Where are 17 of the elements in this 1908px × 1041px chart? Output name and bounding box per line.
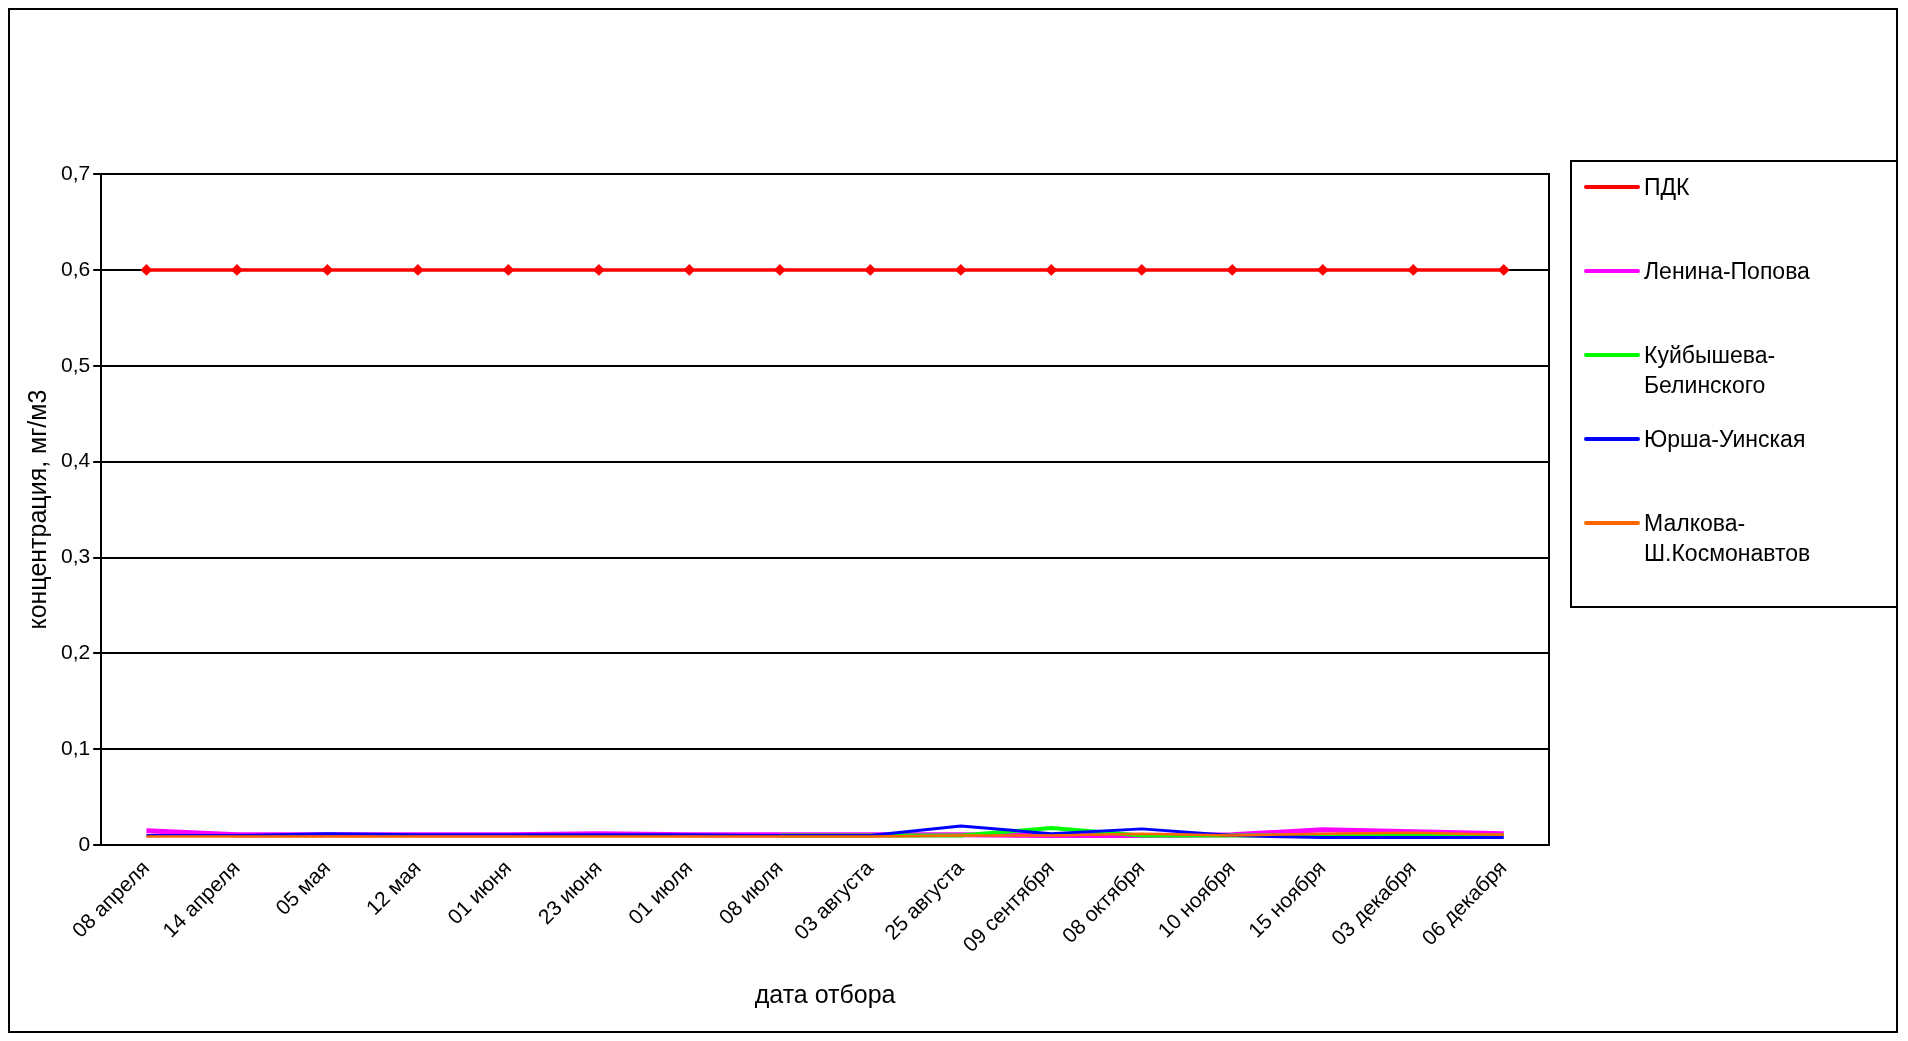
y-tick-label: 0,6 [60, 256, 91, 280]
y-tick-label: 0,3 [60, 544, 91, 568]
legend-label: Куйбышева-Белинского [1644, 341, 1777, 400]
y-tick-label: 0,1 [60, 736, 91, 760]
x-tick-label: 05 мая [270, 855, 335, 920]
y-tick-label: 0 [78, 831, 91, 855]
x-tick-label: 12 мая [361, 855, 425, 920]
y-axis-title: концентрация, мг/м3 [22, 389, 51, 630]
y-tick-label: 0,4 [60, 448, 91, 472]
legend-label: ПДК [1644, 173, 1691, 202]
y-tick-label: 0,5 [60, 352, 91, 376]
legend-label: Юрша-Уинская [1644, 425, 1807, 454]
legend-label: Ленина-Попова [1644, 257, 1811, 286]
y-tick-label: 0,7 [60, 160, 91, 184]
y-tick-label: 0,2 [60, 640, 91, 664]
legend-label: Малкова-Ш.Космонавтов [1644, 509, 1812, 568]
x-axis-title: дата отбора [754, 979, 896, 1008]
